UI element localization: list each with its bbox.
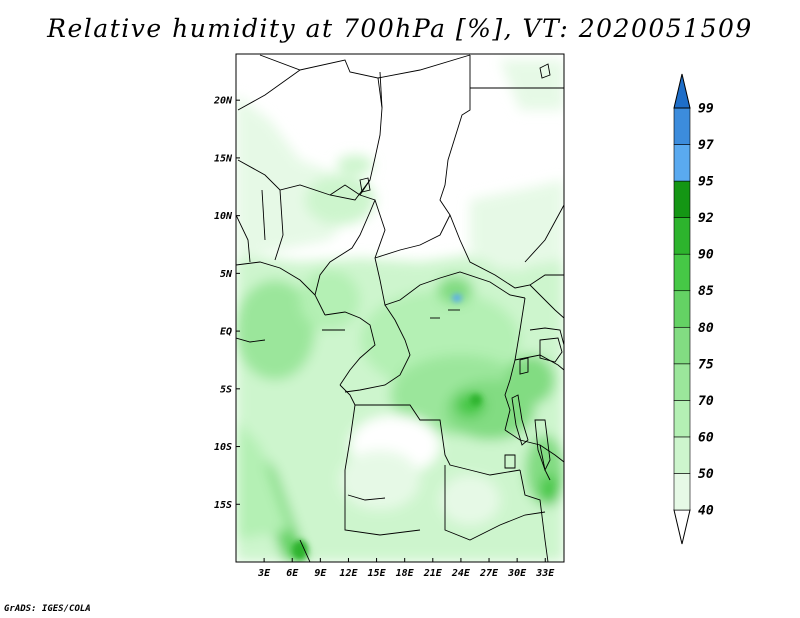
lat-tick-label: 15N [214,153,233,164]
latitude-axis: 20N 15N 10N 5N EQ 5S 10S 15S [213,96,240,511]
colorbar-label: 40 [698,504,714,519]
colorbar-segment [673,400,691,438]
colorbar-label: 92 [698,211,714,226]
colorbar-upper-extend [673,73,691,109]
chart-title: Relative humidity at 700hPa [%], VT: 202… [47,14,753,43]
colorbar-lower-extend [673,509,691,545]
lat-tick-label: 5N [220,269,233,280]
lon-tick-label: 30E [507,568,527,579]
colorbar-label: 85 [698,284,714,299]
lat-tick-label: 20N [213,96,233,107]
colorbar-label: 75 [698,357,714,372]
lon-tick-label: 21E [423,568,443,579]
colorbar-segment [673,290,691,328]
lat-tick-label: 5S [220,384,232,395]
colorbar: 40 50 60 70 75 80 85 90 92 95 97 99 [673,73,714,545]
lon-tick-label: 6E [286,568,299,579]
colorbar-segment [673,144,691,182]
lat-tick-label: 15S [214,500,232,511]
lon-tick-label: 24E [451,568,471,579]
colorbar-label: 99 [698,102,714,117]
colorbar-label: 97 [698,138,714,153]
colorbar-segment [673,107,691,145]
lon-tick-label: 18E [396,568,415,579]
colorbar-label: 70 [698,394,714,409]
lakes [359,63,563,472]
colorbar-label: 90 [698,248,714,263]
lon-tick-label: 12E [339,568,358,579]
colorbar-segment [673,473,691,511]
colorbar-label: 60 [698,430,714,445]
longitude-axis: 3E 6E 9E 12E 15E 18E 21E 24E 27E 30E 33E [257,558,555,579]
humidity-field [236,54,564,562]
grads-credit: GrADS: IGES/COLA [4,604,91,614]
lon-tick-label: 15E [368,568,387,579]
colorbar-label: 95 [698,175,714,190]
colorbar-segment [673,253,691,292]
lon-tick-label: 33E [535,568,555,579]
colorbar-segment [673,180,691,218]
lon-tick-label: 27E [479,568,499,579]
lat-tick-label: 10S [214,442,232,453]
lat-tick-label: EQ [220,327,232,338]
lat-tick-label: 10N [214,211,233,222]
colorbar-segment [673,436,691,474]
lon-tick-label: 3E [257,568,271,579]
colorbar-segment [673,363,691,401]
colorbar-label: 80 [698,321,714,336]
colorbar-segment [673,217,691,255]
lon-tick-label: 9E [314,568,327,579]
colorbar-segment [673,326,691,365]
country-borders [236,54,564,562]
map-frame [235,53,565,563]
colorbar-label: 50 [698,467,714,482]
